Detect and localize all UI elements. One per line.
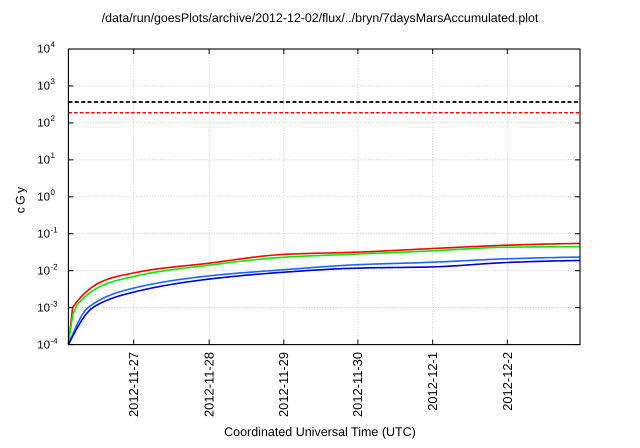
svg-text:10: 10 xyxy=(37,81,50,93)
svg-text:2012-11-30: 2012-11-30 xyxy=(350,352,365,417)
svg-text:2012-11-29: 2012-11-29 xyxy=(276,352,291,417)
svg-text:10: 10 xyxy=(37,118,50,130)
svg-text:2012-12-2: 2012-12-2 xyxy=(500,352,515,411)
svg-text:-2: -2 xyxy=(51,263,59,272)
svg-text:-3: -3 xyxy=(51,300,59,309)
svg-text:3: 3 xyxy=(51,77,56,86)
svg-text:4: 4 xyxy=(51,40,56,49)
svg-text:10: 10 xyxy=(37,229,50,241)
svg-text:2: 2 xyxy=(51,114,56,123)
svg-text:10: 10 xyxy=(37,192,50,204)
svg-text:10: 10 xyxy=(37,155,50,167)
svg-text:-4: -4 xyxy=(51,337,59,346)
svg-text:2012-11-27: 2012-11-27 xyxy=(126,352,141,417)
svg-text:-1: -1 xyxy=(51,226,59,235)
svg-text:cGy: cGy xyxy=(14,185,28,214)
svg-text:2012-11-28: 2012-11-28 xyxy=(202,352,217,417)
svg-text:1: 1 xyxy=(51,151,56,160)
svg-text:2012-12-1: 2012-12-1 xyxy=(425,352,440,411)
svg-text:10: 10 xyxy=(37,266,50,278)
svg-text:10: 10 xyxy=(37,303,50,315)
svg-text:0: 0 xyxy=(51,188,56,197)
svg-text:10: 10 xyxy=(37,340,50,352)
svg-text:10: 10 xyxy=(37,44,50,56)
